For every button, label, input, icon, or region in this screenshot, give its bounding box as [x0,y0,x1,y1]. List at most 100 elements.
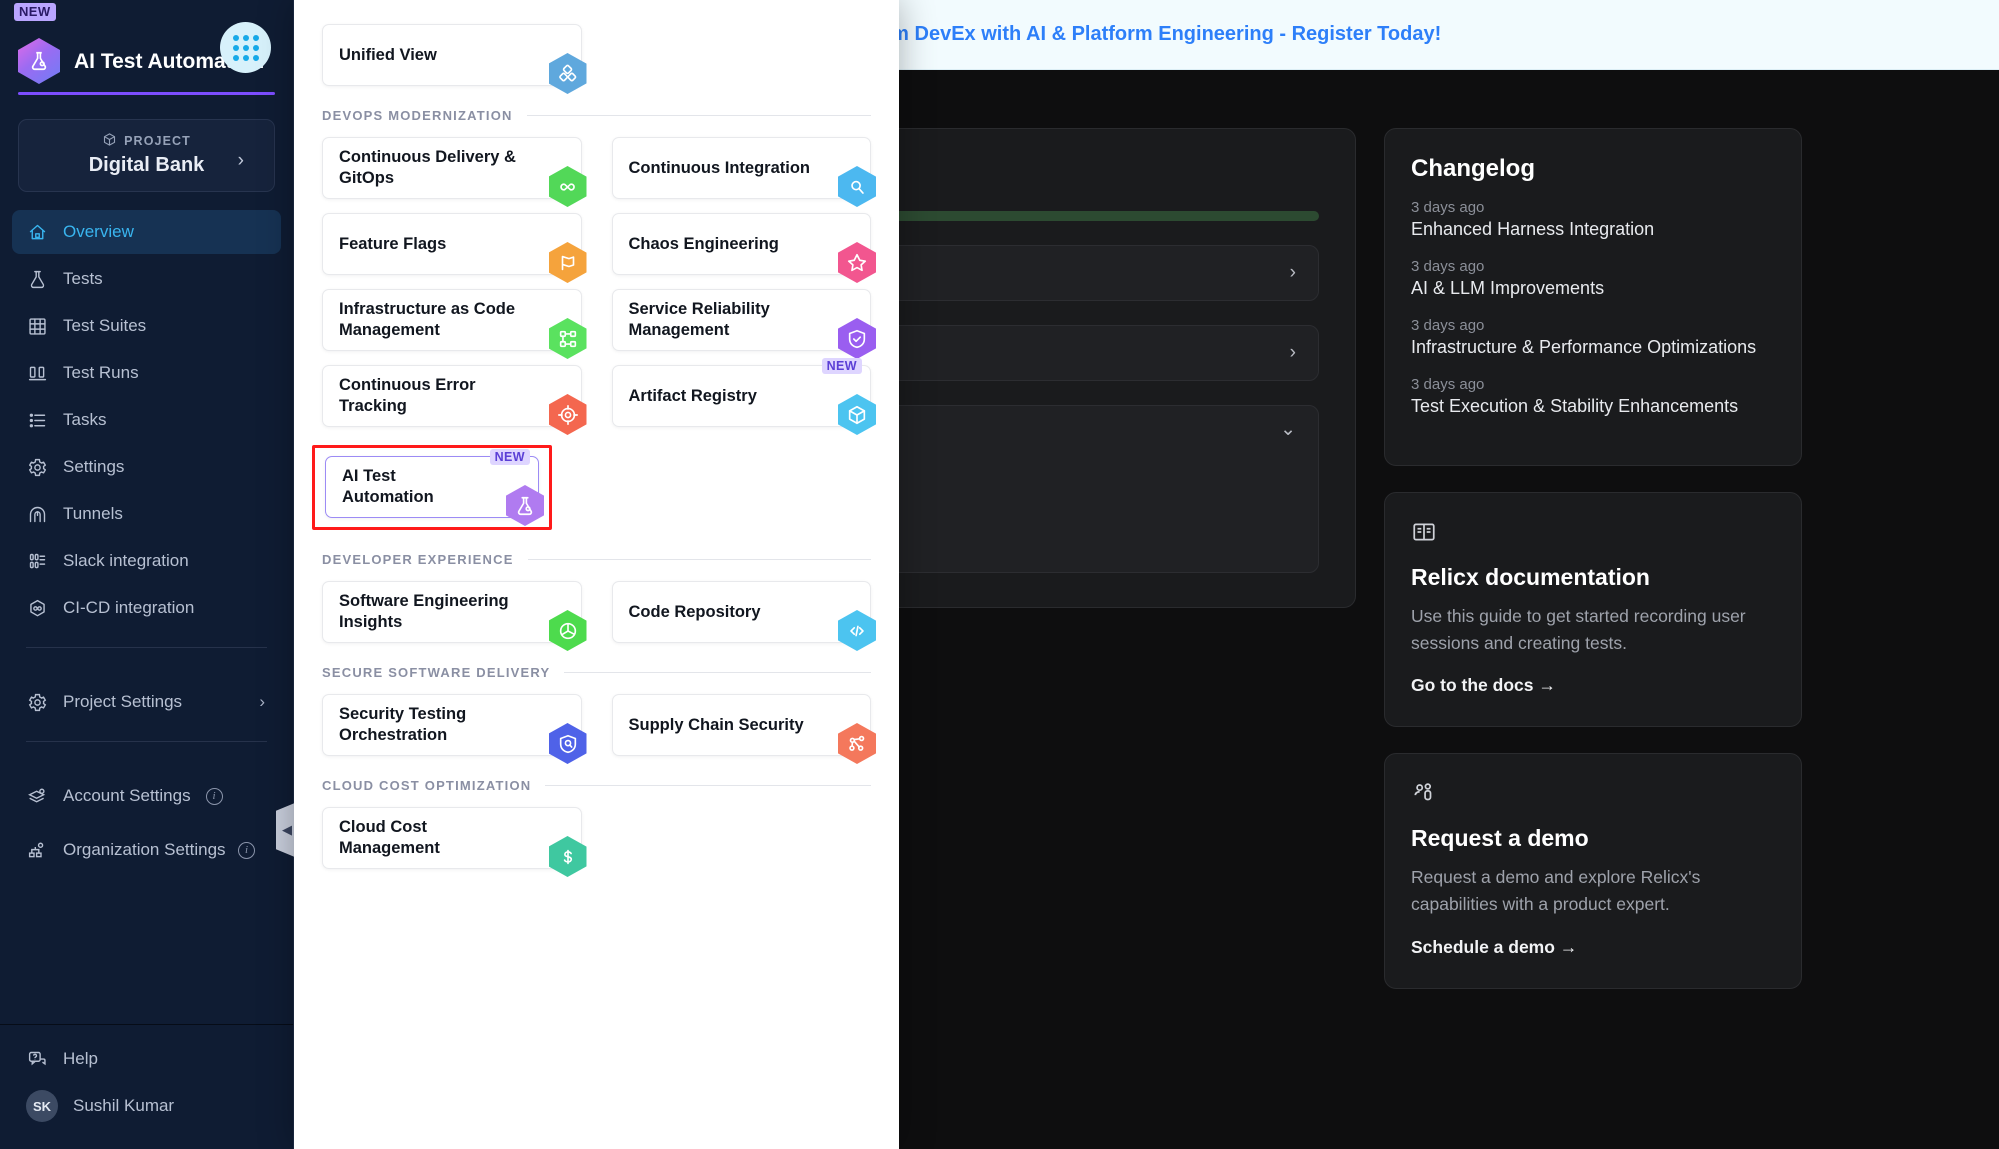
sidebar-item-slack-integration[interactable]: Slack integration [12,539,281,583]
module-card-chaos-engineering[interactable]: Chaos Engineering [612,213,872,275]
section-divider [545,785,871,786]
unified-view-icon [549,53,587,94]
module-card-supply-chain-security[interactable]: Supply Chain Security [612,694,872,756]
project-selector[interactable]: PROJECT Digital Bank › [18,119,275,192]
module-grid-top: Unified View [322,24,871,86]
new-badge: NEW [490,449,530,465]
changelog-entry[interactable]: 3 days agoTest Execution & Stability Enh… [1411,376,1775,417]
grid-dots-icon [233,35,259,61]
module-card-label: Unified View [339,45,437,66]
chaos-icon [838,242,876,283]
module-card-security-testing-orchestration[interactable]: Security Testing Orchestration [322,694,582,756]
layers-gear-icon [26,785,48,807]
book-icon [1411,519,1775,550]
bar-chart-icon [26,362,48,384]
info-icon[interactable]: i [206,788,223,805]
module-section-title: DEVOPS MODERNIZATION [322,108,513,123]
changelog-entry-title: Infrastructure & Performance Optimizatio… [1411,337,1775,358]
sidebar-item-label: CI-CD integration [63,598,194,618]
cicd-icon [26,597,48,619]
sidebar-item-tasks[interactable]: Tasks [12,398,281,442]
sidebar-item-tunnels[interactable]: Tunnels [12,492,281,536]
module-card-label: Continuous Delivery & GitOps [339,147,525,188]
footer-divider [0,1024,293,1025]
slack-icon [26,550,48,572]
module-section-title: SECURE SOFTWARE DELIVERY [322,665,550,680]
module-section-header: CLOUD COST OPTIMIZATION [322,778,871,793]
nav-divider [26,741,267,742]
sidebar-item-overview[interactable]: Overview [12,210,281,254]
ai-test-icon [506,485,544,526]
module-grid: Cloud Cost Management [322,807,871,869]
flask-icon [26,268,48,290]
schedule-demo-link[interactable]: Schedule a demo → [1411,937,1775,958]
request-demo-card[interactable]: Request a demo Request a demo and explor… [1384,753,1802,988]
sidebar-item-ci-cd-integration[interactable]: CI-CD integration [12,586,281,630]
sidebar-item-test-runs[interactable]: Test Runs [12,351,281,395]
module-card-label: Supply Chain Security [629,715,804,736]
sei-pie-icon [549,610,587,651]
module-card-label: Artifact Registry [629,386,757,407]
sidebar-item-help[interactable]: Help [12,1037,281,1081]
account-nav: Account Settings i Organization Settings… [0,774,293,882]
changelog-entry[interactable]: 3 days agoAI & LLM Improvements [1411,258,1775,299]
module-switcher-button[interactable] [220,22,271,73]
ai-test-automation-logo-icon [18,38,60,84]
sidebar-item-account-settings[interactable]: Account Settings i [12,774,281,818]
grid-table-icon [26,315,48,337]
srm-shield-icon [838,318,876,359]
module-card-continuous-integration[interactable]: Continuous Integration [612,137,872,199]
module-card-label: Continuous Integration [629,158,810,179]
module-card-code-repository[interactable]: Code Repository [612,581,872,643]
module-section-header: SECURE SOFTWARE DELIVERY [322,665,871,680]
sidebar-item-tests[interactable]: Tests [12,257,281,301]
module-card-infrastructure-as-code-management[interactable]: Infrastructure as Code Management [322,289,582,351]
sidebar-item-label: Overview [63,222,134,242]
documentation-link[interactable]: Go to the docs → [1411,675,1775,696]
module-card-label: Code Repository [629,602,761,623]
org-chart-icon [26,839,48,861]
gear-icon [26,456,48,478]
sidebar-item-user-profile[interactable]: SK Sushil Kumar [12,1084,281,1128]
changelog-entry[interactable]: 3 days agoEnhanced Harness Integration [1411,199,1775,240]
module-card-label: Feature Flags [339,234,446,255]
module-card-label: Continuous Error Tracking [339,375,525,416]
module-card-software-engineering-insights[interactable]: Software Engineering Insights [322,581,582,643]
module-card-label: Chaos Engineering [629,234,779,255]
module-card-artifact-registry[interactable]: Artifact RegistryNEW [612,365,872,427]
sidebar-item-label: Project Settings [63,692,182,712]
module-card-unified-view[interactable]: Unified View [322,24,582,86]
home-icon [26,221,48,243]
module-card-continuous-error-tracking[interactable]: Continuous Error Tracking [322,365,582,427]
changelog-entry[interactable]: 3 days agoInfrastructure & Performance O… [1411,317,1775,358]
sidebar-item-test-suites[interactable]: Test Suites [12,304,281,348]
chevron-right-icon: › [1290,262,1296,284]
sidebar-item-project-settings[interactable]: Project Settings › [12,680,281,724]
sidebar-item-settings[interactable]: Settings [12,445,281,489]
module-section-title: CLOUD COST OPTIMIZATION [322,778,531,793]
module-card-feature-flags[interactable]: Feature Flags [322,213,582,275]
changelog-date: 3 days ago [1411,199,1775,216]
app-root: 025 - Transform DevEx with AI & Platform… [0,0,1999,1149]
documentation-card[interactable]: Relicx documentation Use this guide to g… [1384,492,1802,727]
info-icon[interactable]: i [238,842,255,859]
panel-notch [294,14,296,84]
request-demo-body: Request a demo and explore Relicx's capa… [1411,864,1775,918]
changelog-card: Changelog 3 days agoEnhanced Harness Int… [1384,128,1802,466]
module-card-label: Infrastructure as Code Management [339,299,525,340]
cube-icon [838,394,876,435]
module-grid: Continuous Delivery & GitOps Continuous I… [322,137,871,530]
code-icon [838,610,876,651]
sidebar-item-organization-settings[interactable]: Organization Settings i [12,821,281,879]
section-divider [564,672,871,673]
help-chat-icon [26,1048,48,1070]
changelog-entry-title: Test Execution & Stability Enhancements [1411,396,1775,417]
section-divider [528,559,871,560]
project-settings-nav: Project Settings › [0,680,293,727]
new-badge: NEW [14,3,56,21]
module-card-cloud-cost-management[interactable]: Cloud Cost Management [322,807,582,869]
module-card-ai-test-automation[interactable]: AI Test AutomationNEW [325,456,539,518]
module-card-service-reliability-management[interactable]: Service Reliability Management [612,289,872,351]
module-card-continuous-delivery-gitops[interactable]: Continuous Delivery & GitOps [322,137,582,199]
request-demo-title: Request a demo [1411,825,1775,852]
